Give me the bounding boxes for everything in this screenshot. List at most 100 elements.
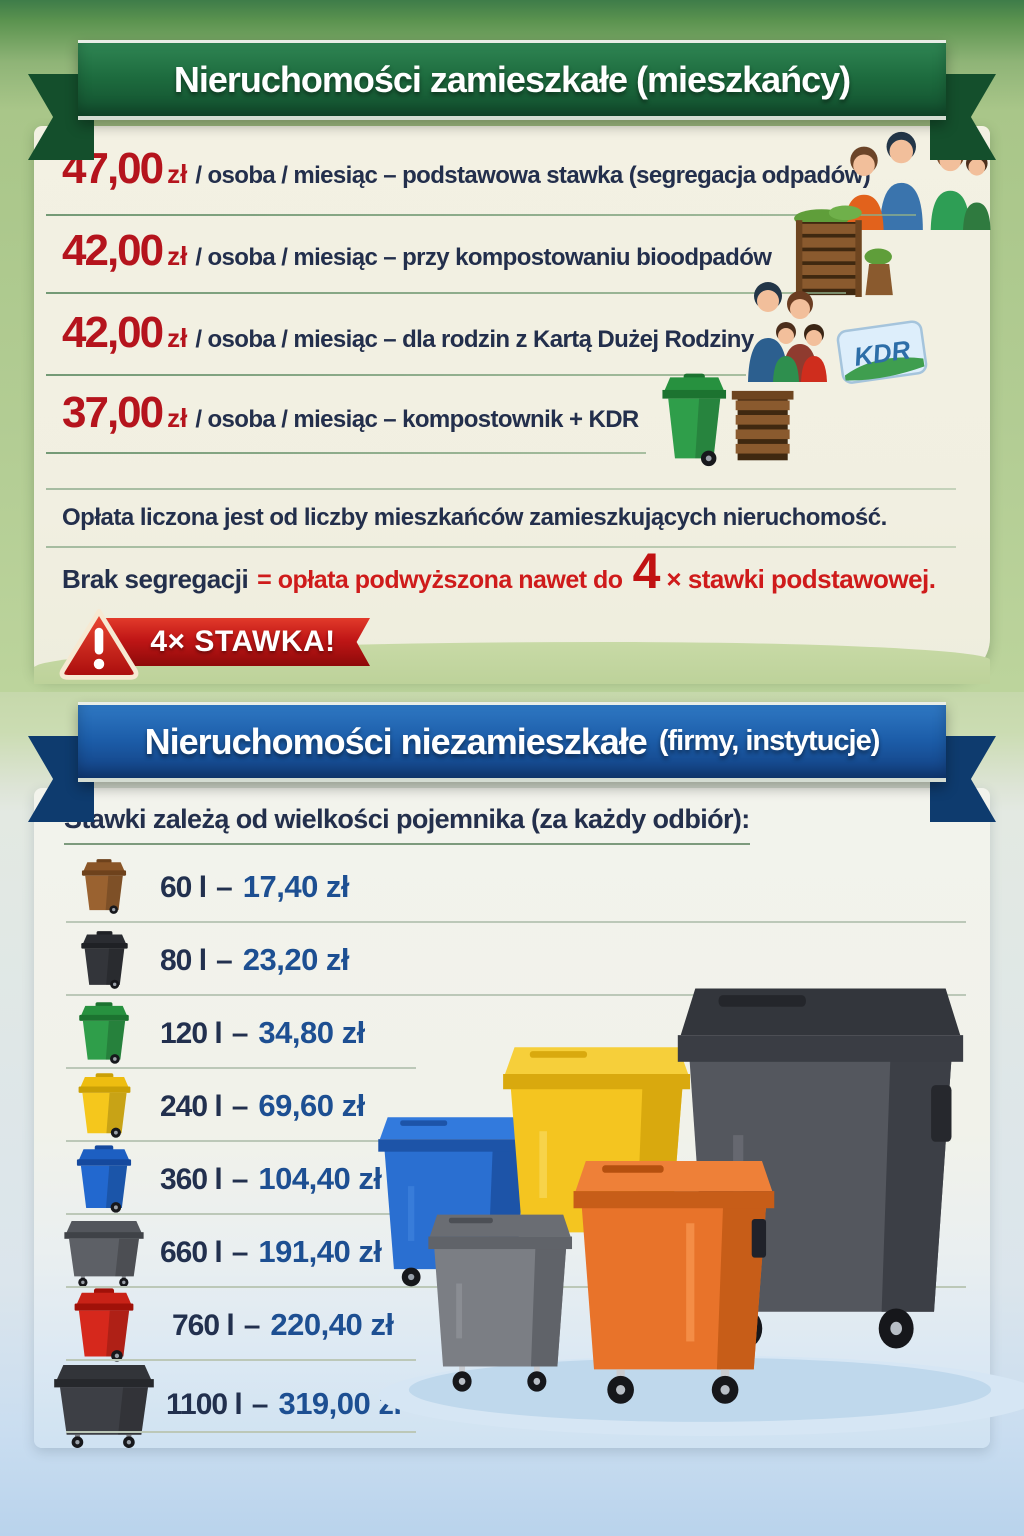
section-business: Nieruchomości niezamieszkałe (firmy, ins… [0,692,1024,1536]
residential-banner-bar: Nieruchomości zamieszkałe (mieszkańcy) [78,40,946,120]
rate-description: / osoba / miesiąc – przy kompostowaniu b… [195,244,772,271]
composter-icon [774,202,902,311]
container-volume: 120 l [160,1016,223,1050]
bin-green-icon [48,1001,160,1065]
container-dark-icon [48,1360,160,1448]
residential-banner: Nieruchomości zamieszkałe (mieszkańcy) [28,40,996,160]
rate-currency: zł [167,403,188,433]
rate-currency: zł [167,159,188,189]
price-row-text: 760 l – 220,40 zł [172,1306,394,1343]
warning-triangle-icon [59,609,139,680]
container-price: 220,40 zł [270,1306,394,1342]
divider [46,374,746,376]
bin-red-icon [48,1287,160,1363]
rate-currency: zł [167,241,188,271]
price-row-760l: 760 l – 220,40 zł [48,1287,468,1363]
container-volume: 240 l [160,1089,223,1123]
container-volume: 60 l [160,870,207,904]
divider [46,292,846,294]
price-row-text: 240 l – 69,60 zł [160,1088,365,1124]
price-row-120l: 120 l – 34,80 zł [48,996,468,1069]
rate-currency: zł [167,323,188,353]
family-kdr-icon: KDR [738,278,934,395]
container-sizes-subtitle: Stawki zależą od wielkości pojemnika (za… [64,804,750,845]
container-price-list: 60 l – 17,40 zł [48,850,966,1448]
container-volume: 80 l [160,943,207,977]
divider [66,1140,416,1142]
bin-and-composter-icon [652,362,802,473]
divider [46,546,956,548]
divider [66,994,966,996]
rate-price: 37,00 [62,388,164,437]
dash: – [251,1388,269,1421]
price-row-80l: 80 l – 23,20 zł [48,923,966,996]
residential-card: 47,00 zł / osoba / miesiąc – podstawowa … [34,126,991,684]
rate-row-basic: 47,00 zł / osoba / miesiąc – podstawowa … [62,131,991,230]
price-row-1100l: 1100 l – 319,00 zł [48,1360,468,1448]
container-price: 23,20 zł [242,941,350,977]
rate-description: / osoba / miesiąc – podstawowa stawka (s… [195,162,871,189]
price-row-text: 1100 l – 319,00 zł [166,1386,402,1422]
dash: – [243,1308,261,1342]
price-row-text: 660 l – 191,40 zł [160,1233,382,1270]
no-segregation-label: Brak segregacji [62,564,249,594]
container-gray-icon [48,1217,160,1287]
container-volume: 1100 l [166,1388,243,1421]
price-row-360l: 360 l – 104,40 zł [48,1142,468,1215]
rate-price: 42,00 [62,308,164,357]
price-row-text: 60 l – 17,40 zł [160,868,350,905]
dash: – [216,870,233,904]
rate-price: 42,00 [62,226,164,275]
price-row-text: 120 l – 34,80 zł [160,1015,365,1051]
no-segregation-line: Brak segregacji = opłata podwyższona naw… [62,543,936,599]
section-residential: Nieruchomości zamieszkałe (mieszkańcy) 4… [0,0,1024,692]
price-row-text: 360 l – 104,40 zł [160,1160,382,1197]
no-segregation-text: = opłata podwyższona nawet do [257,566,623,594]
residential-banner-title: Nieruchomości zamieszkałe (mieszkańcy) [173,58,851,100]
price-row-text: 80 l – 23,20 zł [160,941,350,978]
bin-black-icon [48,930,160,990]
dash: – [231,1089,249,1123]
rate-row-compost-kdr: 37,00 zł / osoba / miesiąc – kompostowni… [62,373,970,467]
business-banner-title: Nieruchomości niezamieszkałe [144,720,648,762]
rate-row-compost: 42,00 zł / osoba / miesiąc – przy kompos… [62,205,970,297]
container-volume: 360 l [160,1162,223,1196]
large-containers-illustration [378,988,1024,1436]
divider [66,921,966,923]
container-price: 34,80 zł [258,1014,365,1050]
rate-description: / osoba / miesiąc – dla rodzin z Kartą D… [195,326,754,353]
divider [66,1431,416,1433]
rate-row-kdr: 42,00 zł / osoba / miesiąc – dla rodzin … [62,282,970,384]
bin-brown-icon [48,858,160,915]
warning-badge: 4× STAWKA! [56,604,386,684]
business-banner-subtitle: (firmy, instytucje) [658,725,881,757]
no-segregation-suffix: × stawki podstawowej. [666,564,936,594]
dash: – [231,1016,249,1050]
divider [66,1359,416,1361]
dash: – [216,943,233,977]
container-volume: 660 l [160,1235,223,1269]
warning-ribbon: 4× STAWKA! [102,618,370,666]
divider [66,1067,416,1069]
divider [46,214,916,216]
dash: – [231,1162,249,1196]
price-row-240l: 240 l – 69,60 zł [48,1069,468,1142]
dash: – [231,1235,249,1269]
price-row-60l: 60 l – 17,40 zł [48,850,966,923]
container-price: 17,40 zł [242,868,350,904]
business-banner: Nieruchomości niezamieszkałe (firmy, ins… [28,702,996,822]
divider [46,452,646,454]
population-note: Opłata liczona jest od liczby mieszkańcó… [62,504,887,531]
bin-yellow-icon [48,1072,160,1139]
divider [66,1213,416,1215]
rate-description: / osoba / miesiąc – kompostownik + KDR [195,406,639,433]
warning-text: 4× STAWKA! [150,625,336,658]
container-price: 69,60 zł [258,1087,365,1123]
container-volume: 760 l [172,1308,235,1342]
container-price: 104,40 zł [258,1160,382,1196]
container-price: 191,40 zł [258,1233,382,1269]
business-banner-bar: Nieruchomości niezamieszkałe (firmy, ins… [78,702,946,782]
bin-blue-icon [48,1144,160,1214]
divider [46,488,956,490]
